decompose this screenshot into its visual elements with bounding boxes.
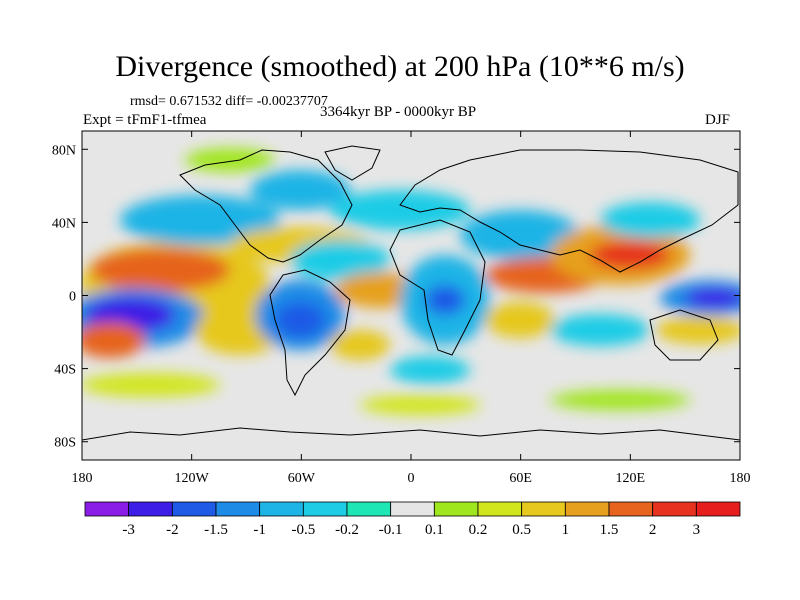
y-tick-label: 80S [54,436,76,451]
colorbar-box [171,501,217,517]
colorbar-label: -3 [122,522,135,538]
field-blobs [82,148,740,415]
colorbar-box [84,501,130,517]
y-tick-label: 40S [54,363,76,378]
colorbar-label: -2 [166,522,179,538]
colorbar-label: 0.5 [512,522,531,538]
experiment-label: Expt = tFmF1-tfmea [83,112,207,128]
colorbar-label: -0.5 [291,522,315,538]
field-blob [330,330,390,360]
coastline-europe-asia [399,149,739,273]
stats-text: rmsd= 0.671532 diff= -0.00237707 [130,94,328,109]
coastline-australia [649,309,719,361]
chart-title: Divergence (smoothed) at 200 hPa (10**6 … [115,50,685,83]
field-blob [425,285,465,315]
axis-labels: 180 120W 60W 0 60E 120E 180 80N 40N 0 40S 80S [52,143,751,486]
x-tick-label: 60E [509,471,532,486]
x-tick-label: 120W [175,471,210,486]
colorbar: -3 -2 -1.5 -1 -0.5 -0.2 -0.1 0.1 0.2 0.5 1 1.5 2 3 [84,501,741,538]
colorbar-label: 0.2 [469,522,488,538]
x-tick-label: 0 [408,471,415,486]
colorbar-label: 1.5 [600,522,619,538]
colorbar-box [695,501,741,517]
season-label: DJF [705,112,731,128]
field-blob [275,302,325,338]
x-tick-label: 180 [730,471,751,486]
coastline-africa [389,219,486,356]
period-text: 3364kyr BP - 0000kyr BP [320,104,477,120]
x-tick-label: 120E [616,471,646,486]
coastline-greenland [324,145,381,181]
field-blob [460,210,580,260]
plot-area: 180 120W 60W 0 60E 120E 180 80N 40N 0 40S 80S [52,130,751,486]
colorbar-box [215,501,261,517]
field-blob [600,202,700,238]
y-tick-label: 80N [52,143,76,158]
field-blob [90,248,230,292]
colorbar-box [259,501,304,517]
colorbar-label: 0.1 [425,522,444,538]
colorbar-label: 3 [693,522,701,538]
coastline-north-america [179,149,353,263]
field-blob [250,170,350,210]
field-blob [590,241,670,269]
field-blob [655,316,740,344]
field-blob [550,314,650,346]
colorbar-box [564,501,610,517]
colorbar-box [521,501,566,517]
field-blob [82,373,220,397]
colorbar-box [302,501,348,517]
colorbar-box [433,501,479,517]
colorbar-label: -0.2 [335,522,359,538]
colorbar-label: -0.1 [379,522,403,538]
field-layer [82,148,740,415]
colorbar-box [608,501,654,517]
colorbar-label: 1 [562,522,570,538]
y-tick-label: 0 [69,290,76,305]
field-blob [360,395,480,415]
colorbar-box [390,501,435,517]
field-blob [550,390,690,410]
coastlines [82,145,740,441]
field-blob [685,288,740,308]
coastline-antarctica [82,427,740,441]
colorbar-box [128,501,173,517]
coastline-south-america [269,269,351,397]
colorbar-box [652,501,697,517]
y-tick-label: 40N [52,216,76,231]
field-blob [485,302,555,338]
x-tick-label: 180 [72,471,93,486]
field-blob [330,190,470,230]
field-blob [82,322,145,358]
field-blob [120,195,280,245]
colorbar-box [346,501,392,517]
axis-ticks [81,131,741,460]
field-blob [390,356,470,384]
x-tick-label: 60W [288,471,316,486]
field-blob [185,148,275,172]
field-blob [290,240,390,280]
colorbar-label: -1 [253,522,266,538]
colorbar-label: -1.5 [204,522,228,538]
colorbar-label: 2 [649,522,657,538]
colorbar-box [477,501,523,517]
